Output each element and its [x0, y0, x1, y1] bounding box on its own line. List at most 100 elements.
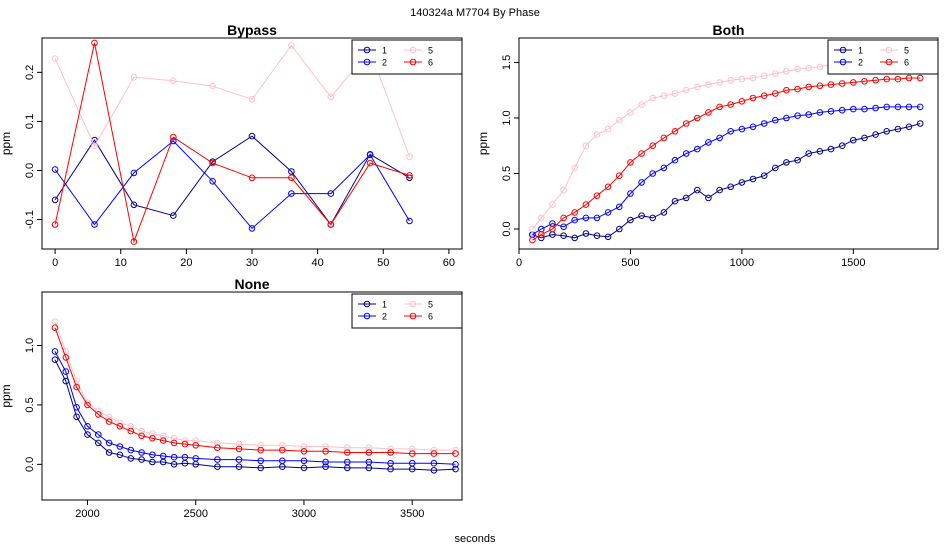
- both-series-2-point: [571, 216, 579, 224]
- both-x-tick-label: 1000: [730, 257, 754, 269]
- both-series-1-point: [649, 214, 657, 222]
- none-series-6-point: [257, 446, 265, 454]
- both-y-tick-label: 1.5: [501, 55, 513, 70]
- both-series-1-point: [827, 145, 835, 153]
- none-series-6-point: [430, 450, 438, 457]
- none-series-1-point: [127, 455, 135, 462]
- both-series-1-point: [660, 209, 668, 216]
- none-series-6-point: [73, 383, 80, 391]
- both-series-1-point: [872, 131, 879, 138]
- both-series-6-point: [529, 236, 536, 244]
- both-series-1-point: [682, 194, 690, 202]
- both-series-5-point: [604, 125, 612, 133]
- both-series-5-point: [582, 142, 590, 149]
- both-y-axis-label: ppm: [476, 132, 490, 155]
- both-series-1-point: [694, 186, 701, 194]
- none-series-6-point: [105, 418, 113, 425]
- both-series-5-point: [549, 201, 556, 208]
- bypass-series-6-point: [209, 159, 216, 167]
- both-series-2-point: [682, 150, 690, 157]
- both-series-6-point: [716, 103, 723, 111]
- both-legend-swatch-point: [839, 58, 847, 66]
- bypass-series-5-point: [51, 55, 59, 62]
- bypass-series-6-point: [170, 133, 177, 141]
- both-series-1-point: [582, 230, 590, 237]
- none-series-6-line: [54, 327, 456, 455]
- none-series-5-point: [159, 432, 167, 440]
- none-legend-entry-6: 6: [428, 312, 433, 322]
- both-series-6-point: [760, 92, 768, 99]
- both-series-5-point: [529, 225, 536, 233]
- none-series-5-point: [170, 434, 178, 442]
- both-series-5-point: [749, 74, 757, 82]
- both-series-6-point: [582, 201, 590, 208]
- both-series-1-point: [861, 134, 868, 142]
- none-series-5-point: [116, 419, 124, 427]
- both-series-1-point: [571, 234, 579, 242]
- both-series-2-point: [738, 125, 746, 133]
- none-series-2-point: [105, 439, 113, 447]
- none-series-6-point: [322, 448, 329, 455]
- none-series-2-point: [127, 446, 135, 454]
- both-series-6-point: [571, 209, 579, 216]
- both-series-1-point: [716, 186, 723, 194]
- both-series-2-point: [783, 114, 790, 122]
- both-series-6-point: [772, 90, 779, 97]
- none-series-2-point: [51, 348, 59, 355]
- both-series-2-point: [805, 111, 813, 118]
- both-series-1-point: [738, 179, 746, 186]
- bypass-series-2-point: [327, 190, 335, 197]
- both-y-tick-label: 0.5: [501, 166, 513, 181]
- bypass-series-5-point: [327, 93, 335, 101]
- bypass-series-6-point: [51, 221, 59, 228]
- both-series-1-point: [593, 232, 601, 239]
- none-series-2-point: [344, 458, 351, 466]
- none-series-2-point: [279, 457, 286, 465]
- both-series-6-point: [549, 225, 556, 233]
- bypass-series-2-point: [288, 190, 295, 197]
- both-series-6-point: [783, 86, 790, 94]
- both-series-1-line: [532, 123, 921, 239]
- both-series-2-point: [816, 109, 824, 116]
- both-series-1-point: [705, 194, 712, 202]
- bypass-x-tick-label: 50: [377, 257, 389, 269]
- both-series-1-point: [616, 225, 623, 233]
- bypass-y-axis-label: ppm: [0, 132, 13, 155]
- both-x-tick-label: 1500: [841, 257, 865, 269]
- bypass-series-5-point: [209, 82, 216, 90]
- figure-xlabel: seconds: [455, 533, 496, 545]
- both-series-1-point: [894, 125, 902, 133]
- both-series-1-point: [805, 150, 813, 157]
- both-series-6-point: [805, 83, 813, 91]
- both-series-2-point: [694, 145, 701, 153]
- none-series-1-point: [73, 413, 80, 421]
- none-series-6-point: [279, 446, 286, 454]
- bypass-series-2-point: [91, 221, 98, 228]
- both-series-6-line: [532, 77, 921, 241]
- none-series-6-point: [138, 432, 145, 440]
- none-series-2-point: [408, 459, 416, 467]
- both-series-6-point: [649, 142, 657, 149]
- none-legend-swatch-point: [409, 300, 417, 308]
- none-series-6-point: [181, 440, 189, 448]
- none-series-5-point: [430, 446, 438, 454]
- none-series-2-point: [95, 431, 102, 438]
- none-series-1-point: [322, 463, 329, 471]
- both-panel: Both ppm 0 500 1000 1500 0.0 0.5 1.0 1.5 1 2 5 6: [476, 22, 939, 269]
- none-legend-swatch-point: [363, 300, 371, 308]
- both-series-6-point: [627, 159, 634, 166]
- both-series-2-point: [894, 103, 902, 111]
- both-panel-title: Both: [713, 22, 745, 38]
- both-series-5-point: [794, 65, 801, 73]
- bypass-series-1-point: [248, 132, 256, 140]
- none-series-1-line: [54, 359, 456, 471]
- both-series-5-point: [682, 86, 690, 94]
- both-series-6-point: [827, 81, 835, 88]
- both-series-2-point: [716, 134, 723, 142]
- both-series-6-point: [604, 183, 612, 191]
- both-y-tick-label: 1.0: [501, 110, 513, 125]
- bypass-series-1-point: [130, 201, 138, 209]
- none-series-6-point: [408, 450, 416, 457]
- bypass-legend-swatch-point: [363, 58, 371, 66]
- both-series-2-point: [749, 123, 757, 131]
